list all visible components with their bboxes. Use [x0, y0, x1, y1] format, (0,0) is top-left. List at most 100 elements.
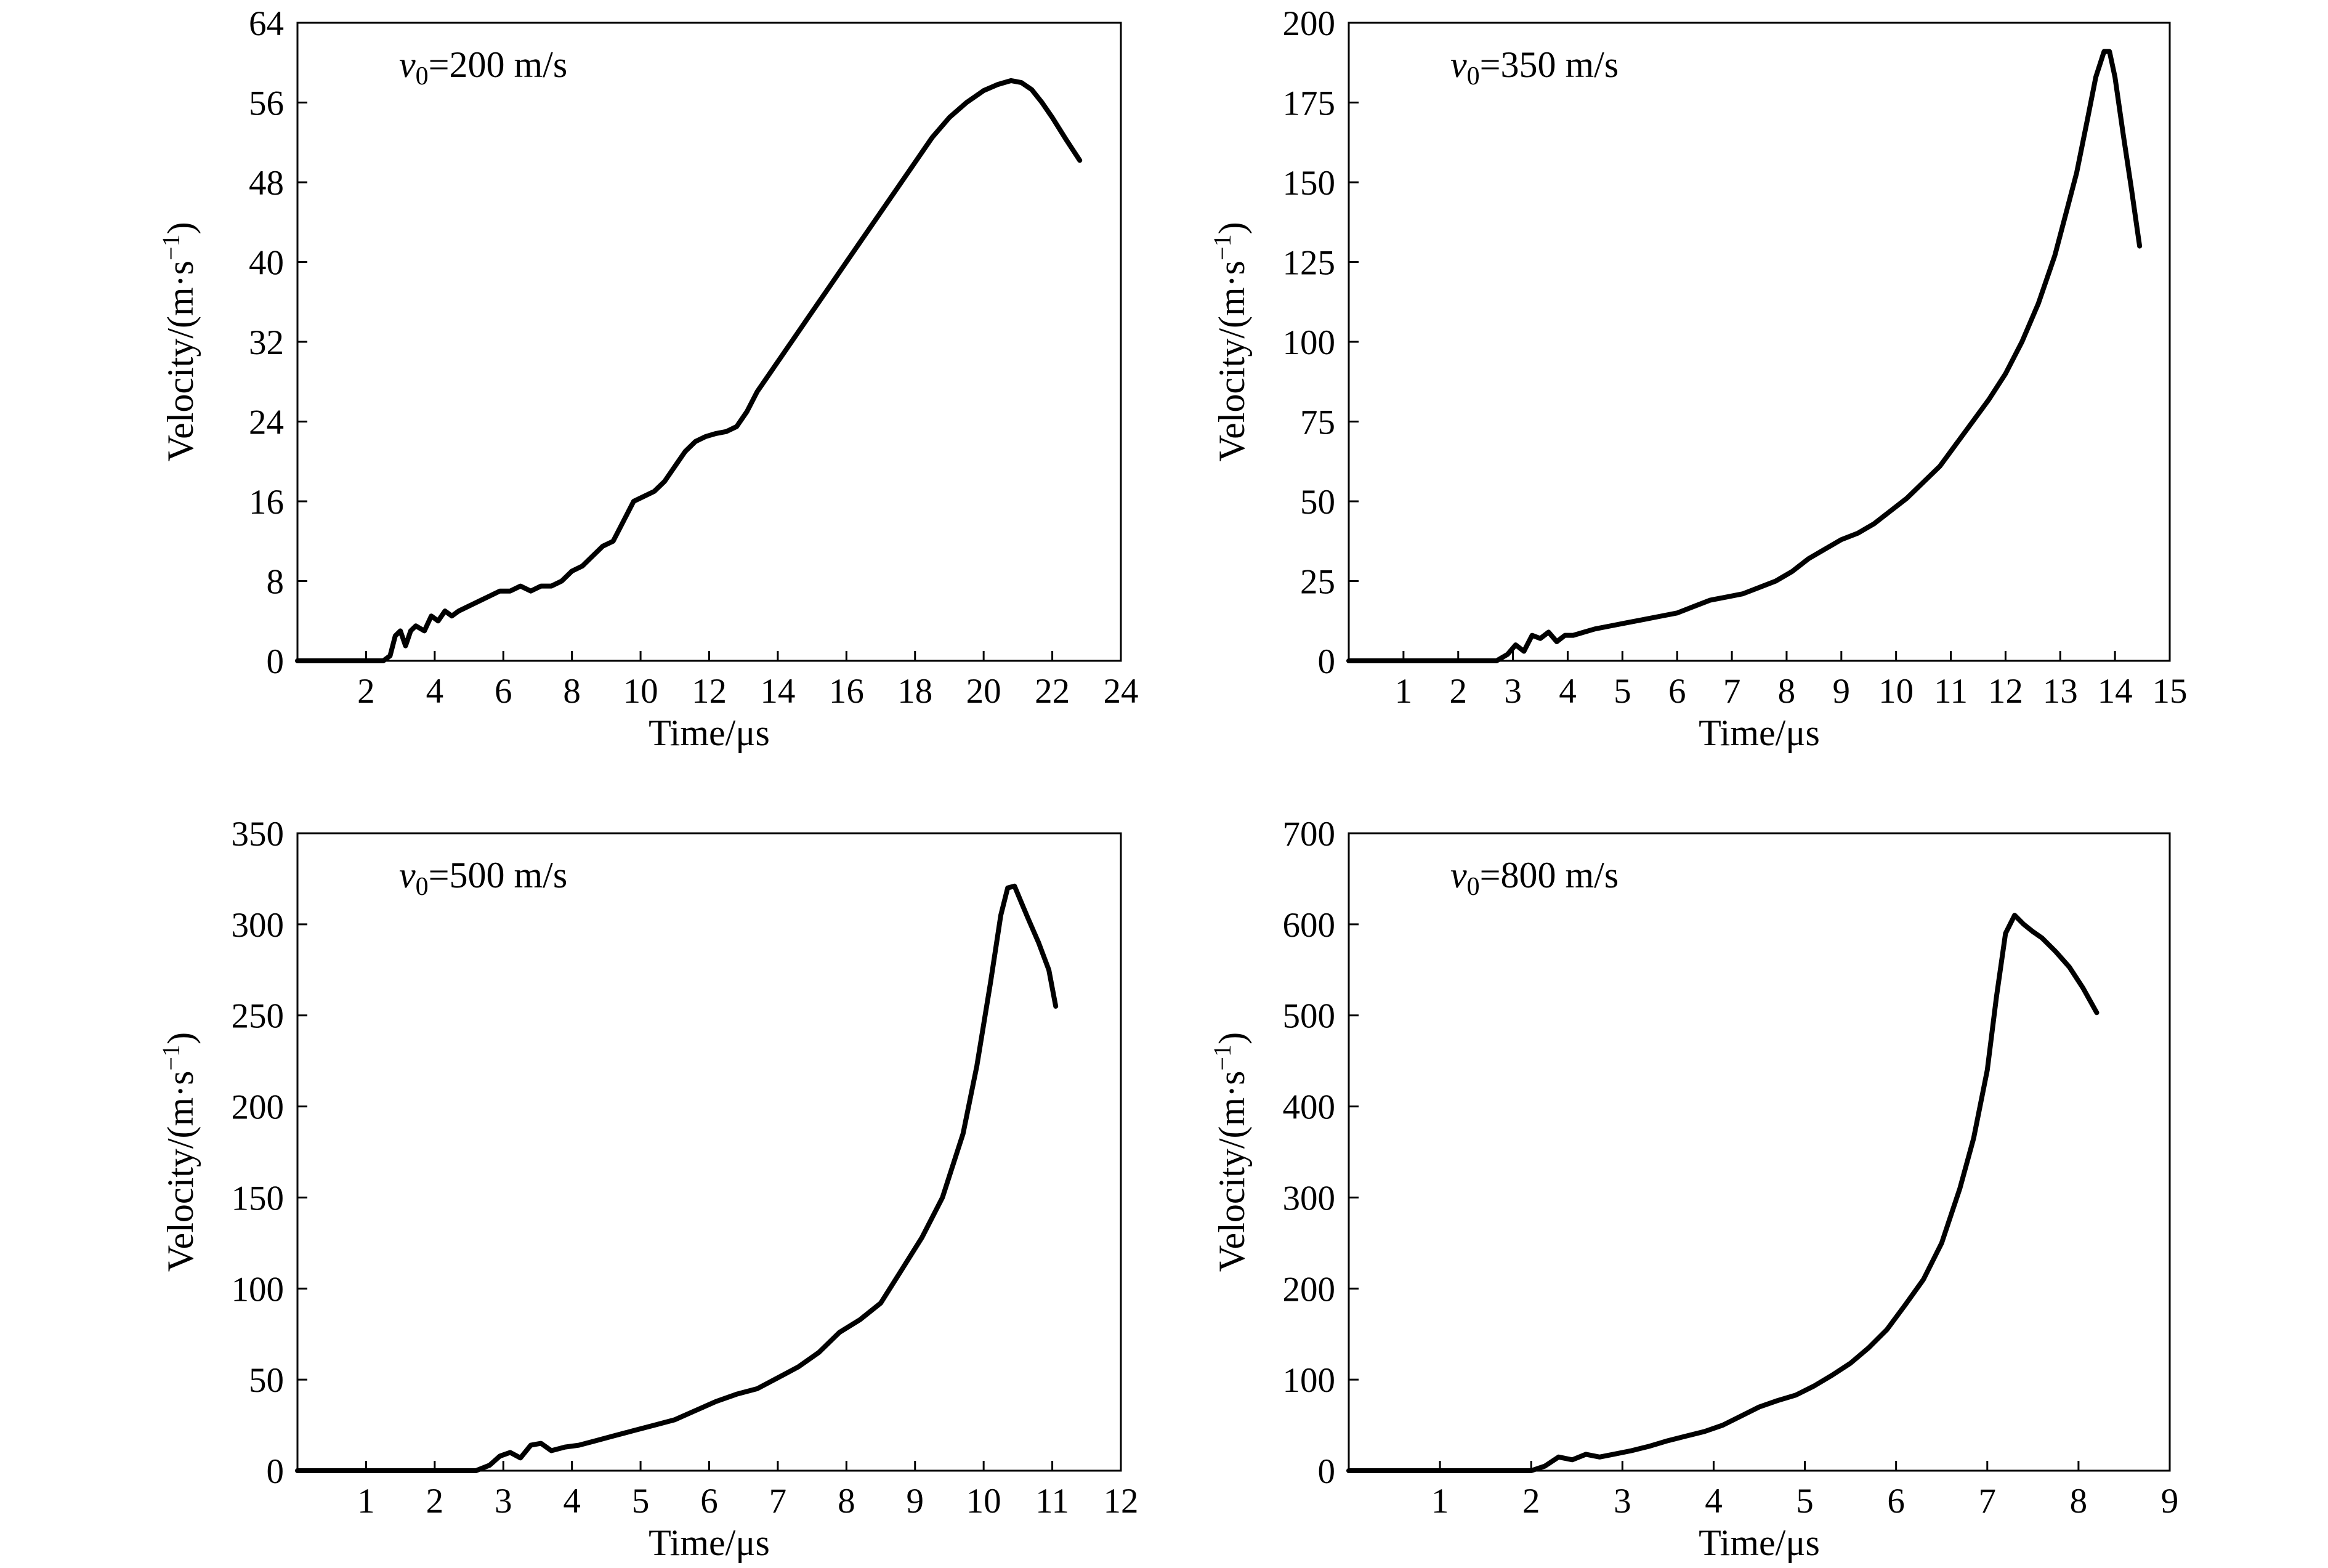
y-tick-label: 500: [1283, 997, 1336, 1036]
x-tick-label: 2: [357, 672, 375, 711]
annotation-sub: 0: [416, 62, 429, 91]
y-tick-label: 150: [232, 1179, 285, 1218]
y-tick-label: 0: [1318, 1452, 1336, 1491]
y-tick-label: 175: [1283, 84, 1336, 123]
y-tick-label: 300: [1283, 1179, 1336, 1218]
x-tick-label: 2: [426, 1482, 444, 1521]
x-tick-label: 10: [1878, 672, 1914, 711]
x-tick-label: 6: [700, 1482, 718, 1521]
y-axis-label: Velocity/(m·s−1): [157, 222, 201, 461]
x-tick-label: 9: [1833, 672, 1851, 711]
x-tick-label: 1: [357, 1482, 375, 1521]
x-tick-label: 12: [692, 672, 727, 711]
annotation-var: v: [1450, 44, 1467, 85]
x-tick-label: 9: [2161, 1482, 2179, 1521]
y-tick-label: 100: [1283, 323, 1336, 362]
y-axis-label-close: ): [160, 222, 201, 234]
y-axis-label-sup: −1: [1208, 1045, 1236, 1071]
y-axis-label-close: ): [160, 1032, 201, 1045]
annotation-text: =350 m/s: [1480, 44, 1619, 85]
y-tick-label: 50: [1300, 483, 1335, 522]
annotation-var: v: [1450, 855, 1467, 895]
velocity-series-line: [1346, 49, 2143, 663]
y-tick-label: 200: [232, 1088, 285, 1127]
plot-frame: [1348, 22, 2171, 662]
x-tick-label: 6: [495, 672, 512, 711]
y-axis-label-sup: −1: [1208, 234, 1236, 261]
x-tick-label: 12: [1104, 1482, 1139, 1521]
y-tick-label: 150: [1283, 164, 1336, 203]
annotation-var: v: [399, 44, 416, 85]
velocity-annotation: v0=350 m/s: [1450, 44, 1619, 91]
y-tick-label: 24: [249, 403, 284, 442]
y-tick-label: 8: [267, 563, 285, 602]
annotation-sub: 0: [416, 873, 429, 901]
x-tick-label: 8: [563, 672, 581, 711]
x-tick-label: 4: [563, 1482, 581, 1521]
velocity-series-line: [1346, 913, 2100, 1473]
y-tick-label: 125: [1283, 244, 1336, 283]
x-tick-label: 18: [897, 672, 932, 711]
y-tick-label: 300: [232, 906, 285, 945]
panel-v0-350: 1 2 3 4 5 6 7 8 9 10 11 12 13 14 150255075100125150175…: [1208, 4, 2188, 753]
x-tick-label: 8: [2070, 1482, 2088, 1521]
x-tick-label: 5: [1796, 1482, 1814, 1521]
y-axis-label-close: ): [1211, 1032, 1252, 1045]
x-tick-label: 1: [1395, 672, 1413, 711]
y-tick-label: 16: [249, 483, 284, 522]
y-tick-label: 600: [1283, 906, 1336, 945]
x-axis-label: Time/μs: [1699, 713, 1820, 753]
x-tick-label: 10: [623, 672, 658, 711]
y-tick-label: 250: [232, 997, 285, 1036]
x-tick-label: 3: [1614, 1482, 1631, 1521]
y-tick-label: 400: [1283, 1088, 1336, 1127]
y-axis-label: Velocity/(m·s−1): [1208, 222, 1252, 461]
y-axis-label-main: Velocity/(m·s: [160, 1070, 201, 1272]
x-tick-label: 14: [760, 672, 795, 711]
annotation-sub: 0: [1467, 873, 1480, 901]
y-tick-label: 200: [1283, 1270, 1336, 1309]
plot-frame: [1348, 832, 2171, 1472]
y-tick-label: 0: [1318, 642, 1336, 681]
y-tick-label: 64: [249, 4, 284, 43]
y-tick-label: 200: [1283, 4, 1336, 43]
x-tick-label: 6: [1668, 672, 1686, 711]
panel-v0-800: 1 2 3 4 5 6 7 8 9 0 100 200 300 400 500 600 700 Time/μs Ve…: [1208, 815, 2178, 1563]
y-tick-label: 40: [249, 244, 284, 283]
x-tick-label: 3: [1504, 672, 1522, 711]
annotation-sub: 0: [1467, 62, 1480, 91]
y-tick-label: 56: [249, 84, 284, 123]
y-axis-label-sup: −1: [157, 1045, 185, 1071]
x-tick-label: 15: [2152, 672, 2188, 711]
y-tick-label: 48: [249, 164, 284, 203]
annotation-text: =200 m/s: [429, 44, 568, 85]
x-tick-label: 2: [1449, 672, 1467, 711]
plot-frame: [296, 22, 1122, 662]
velocity-annotation: v0=200 m/s: [399, 44, 567, 91]
panel-v0-500: 1 2 3 4 5 6 7 8 9 10 11 12050100150200250300350Time…: [157, 815, 1139, 1563]
x-axis-label: Time/μs: [649, 713, 770, 753]
y-tick-label: 100: [1283, 1361, 1336, 1400]
x-tick-label: 13: [2043, 672, 2078, 711]
x-tick-label: 11: [1035, 1482, 1069, 1521]
x-tick-label: 20: [966, 672, 1001, 711]
y-axis-label: Velocity/(m·s−1): [157, 1032, 201, 1272]
annotation-var: v: [399, 855, 416, 895]
x-tick-label: 12: [1988, 672, 2023, 711]
velocity-series-line: [295, 78, 1083, 663]
x-axis-label: Time/μs: [1699, 1522, 1820, 1563]
x-tick-label: 14: [2098, 672, 2133, 711]
x-tick-label: 7: [1979, 1482, 1997, 1521]
y-tick-label: 25: [1300, 563, 1335, 602]
x-tick-label: 9: [907, 1482, 924, 1521]
y-axis-label-main: Velocity/(m·s: [1211, 261, 1252, 462]
x-tick-label: 6: [1887, 1482, 1905, 1521]
velocity-annotation: v0=500 m/s: [399, 855, 567, 901]
x-tick-label: 8: [838, 1482, 855, 1521]
x-tick-label: 22: [1035, 672, 1070, 711]
x-tick-label: 16: [829, 672, 864, 711]
y-tick-label: 75: [1300, 403, 1335, 442]
velocity-annotation: v0=800 m/s: [1450, 855, 1619, 901]
x-tick-label: 11: [1934, 672, 1968, 711]
